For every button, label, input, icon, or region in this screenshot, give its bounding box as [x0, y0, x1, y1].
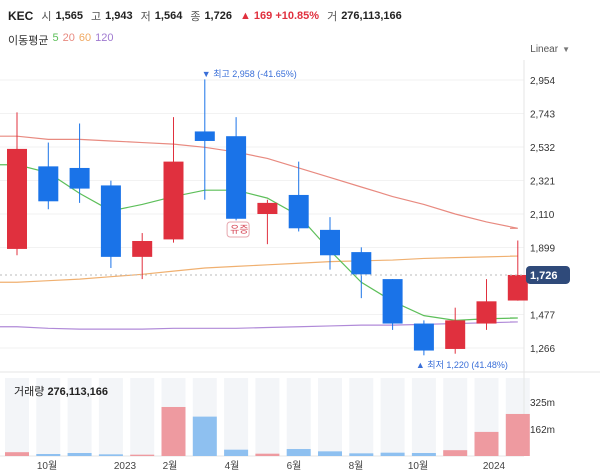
scale-mode-label: Linear: [530, 44, 559, 55]
y-tick-label: 2,743: [530, 110, 555, 121]
price-summary: KEC 시 1,565 고 1,943 저 1,564 종 1,726 ▲ 16…: [8, 6, 406, 26]
volume-column-bg: [286, 378, 311, 456]
volume-column-bg: [443, 378, 468, 456]
chevron-down-icon: ▼: [562, 45, 570, 54]
x-tick-label: 6월: [287, 460, 302, 472]
volume-column-bg: [5, 378, 29, 456]
volume-bar: [286, 449, 311, 456]
event-badge: [226, 221, 250, 238]
stock-name: KEC: [8, 9, 34, 23]
volume-bar: [474, 431, 499, 456]
volume-title: 거래량 276,113,166: [14, 383, 108, 399]
candle-body: [226, 136, 247, 219]
volume-label: 거: [327, 11, 338, 23]
y-tick-label: 2,110: [530, 210, 555, 221]
change-value: ▲ 169 +10.85%: [239, 10, 320, 22]
close-value: 1,726: [204, 10, 232, 22]
volume-column-bg: [411, 378, 436, 456]
ma-label: 이동평균: [8, 35, 49, 47]
volume-bar: [443, 450, 468, 456]
candle-body: [507, 274, 528, 301]
y-tick-label: 1,899: [530, 244, 555, 255]
y-tick-label: 1,477: [530, 311, 555, 322]
scale-selector[interactable]: Linear ▼: [530, 44, 570, 55]
low-value: 1,564: [154, 10, 183, 22]
volume-title-value: 276,113,166: [47, 386, 109, 398]
volume-bar: [505, 413, 530, 456]
ma20-legend: 20: [62, 32, 75, 44]
candle-body: [38, 166, 59, 202]
low-annotation: ▲ 최저 1,220 (41.48%): [416, 360, 508, 370]
x-tick-label: 2023: [114, 461, 137, 472]
candle-body: [100, 185, 121, 257]
current-price-tag: [526, 265, 570, 284]
volume-bar: [98, 454, 123, 456]
volume-column-bg: [224, 378, 249, 456]
x-tick-label: 2월: [163, 460, 178, 472]
candle-body: [320, 229, 340, 256]
current-price-value: 1,726: [530, 270, 558, 282]
x-tick-label: 10월: [408, 460, 428, 472]
volume-bar: [130, 454, 155, 456]
volume-column-bg: [130, 378, 155, 456]
volume-column-bg: [318, 378, 342, 456]
ma5-legend: 5: [52, 32, 59, 44]
volume-bar: [318, 451, 342, 456]
candle-body: [413, 323, 434, 351]
high-value: 1,943: [105, 10, 133, 22]
volume-tick-label: 325m: [530, 398, 555, 409]
open-label: 시: [41, 11, 52, 23]
candle-body: [132, 240, 153, 257]
volume-column-bg: [36, 378, 61, 456]
ma120-legend: 120: [95, 32, 114, 44]
candle-body: [257, 202, 278, 214]
volume-bar: [224, 449, 249, 456]
volume-bar: [349, 453, 374, 456]
candle-body: [69, 167, 90, 189]
volume-tick-label: 162m: [530, 425, 555, 436]
ma120-line: [0, 321, 518, 330]
volume-bar: [255, 453, 280, 456]
y-tick-label: 2,321: [530, 177, 555, 188]
candle-body: [351, 252, 372, 275]
volume-column-bg: [255, 378, 280, 456]
ma60-legend: 60: [78, 32, 92, 44]
volume-value: 276,113,166: [341, 10, 402, 22]
volume-bar: [67, 453, 92, 456]
y-tick-label: 2,532: [530, 143, 555, 154]
volume-column-bg: [349, 378, 374, 456]
volume-bar: [411, 453, 436, 456]
candle-body: [382, 279, 403, 324]
high-label: 고: [91, 11, 102, 23]
candle-body: [476, 301, 497, 324]
candle-body: [7, 148, 27, 249]
x-tick-label: 8월: [349, 460, 364, 472]
volume-column-bg: [380, 378, 405, 456]
volume-bar: [5, 452, 29, 456]
volume-column-bg: [98, 378, 123, 456]
x-tick-label: 4월: [225, 460, 240, 472]
low-label: 저: [140, 11, 151, 23]
ma60-line: [0, 255, 518, 283]
high-annotation: ▼ 최고 2,958 (-41.65%): [202, 69, 297, 79]
volume-column-bg: [67, 378, 92, 456]
candle-body: [288, 194, 309, 229]
x-tick-label: 2024: [483, 461, 506, 472]
open-value: 1,565: [55, 10, 83, 22]
x-tick-label: 10월: [37, 460, 57, 472]
volume-bar: [161, 406, 186, 456]
volume-title-label: 거래량: [14, 386, 45, 398]
moving-average-legend[interactable]: 이동평균 5 20 60 120: [8, 32, 113, 48]
candle-body: [194, 131, 215, 141]
candle-body: [163, 161, 184, 240]
volume-bar: [36, 454, 61, 456]
event-label: 유증: [230, 224, 248, 236]
y-tick-label: 2,954: [530, 76, 555, 87]
volume-bar: [192, 416, 217, 456]
candle-body: [445, 320, 466, 349]
volume-bar: [380, 452, 405, 456]
y-tick-label: 1,266: [530, 344, 555, 355]
close-label: 종: [190, 11, 201, 23]
